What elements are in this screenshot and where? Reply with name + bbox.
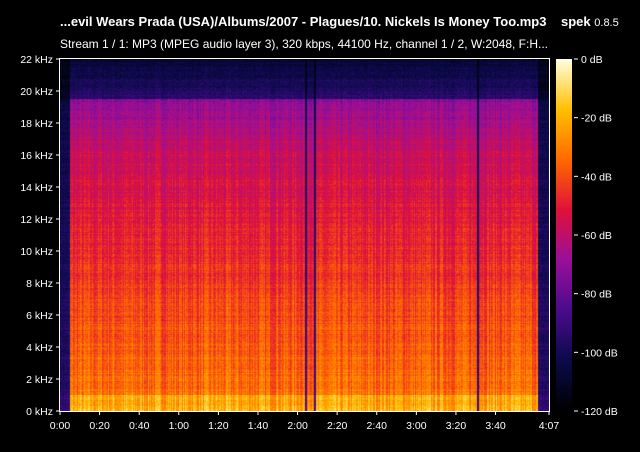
x-tick-label: 1:20 bbox=[208, 420, 229, 432]
x-tick-label: 2:20 bbox=[327, 420, 348, 432]
x-tick-label: 1:40 bbox=[248, 420, 269, 432]
colorbar-tick-label: 0 dB bbox=[581, 54, 603, 66]
plot-frame bbox=[59, 58, 550, 412]
app-name-label: spek bbox=[561, 14, 591, 29]
x-tick-label: 1:00 bbox=[169, 420, 190, 432]
y-tick-label: 12 kHz bbox=[20, 214, 53, 226]
y-tick-label: 16 kHz bbox=[20, 150, 53, 162]
y-tick-label: 22 kHz bbox=[20, 54, 53, 66]
app-version: 0.8.5 bbox=[594, 17, 619, 29]
y-tick-label: 2 kHz bbox=[26, 374, 53, 386]
spectrogram bbox=[60, 59, 549, 411]
y-tick-label: 20 kHz bbox=[20, 86, 53, 98]
x-tick-label: 2:00 bbox=[287, 420, 308, 432]
file-title: ...evil Wears Prada (USA)/Albums/2007 - … bbox=[60, 14, 547, 29]
x-tick-label: 3:20 bbox=[446, 420, 467, 432]
x-tick-label: 3:40 bbox=[485, 420, 506, 432]
x-tick-label: 2:40 bbox=[367, 420, 388, 432]
colorbar-tick-label: -40 dB bbox=[581, 171, 612, 183]
y-tick-label: 18 kHz bbox=[20, 118, 53, 130]
x-tick-label: 0:00 bbox=[50, 420, 71, 432]
colorbar-tick-label: -80 dB bbox=[581, 289, 612, 301]
y-tick-label: 14 kHz bbox=[20, 182, 53, 194]
x-tick-label: 4:07 bbox=[539, 420, 560, 432]
app-name: spek 0.8.5 bbox=[561, 14, 619, 29]
x-tick-label: 3:00 bbox=[406, 420, 427, 432]
colorbar-tick-label: -100 dB bbox=[581, 347, 618, 359]
colorbar-tick-label: -20 dB bbox=[581, 113, 612, 125]
colorbar bbox=[556, 59, 572, 411]
y-tick-label: 0 kHz bbox=[26, 406, 53, 418]
y-tick-label: 6 kHz bbox=[26, 310, 53, 322]
y-tick-label: 10 kHz bbox=[20, 246, 53, 258]
colorbar-tick-label: -60 dB bbox=[581, 230, 612, 242]
x-tick-label: 0:20 bbox=[89, 420, 110, 432]
y-tick-label: 8 kHz bbox=[26, 278, 53, 290]
y-tick-label: 4 kHz bbox=[26, 342, 53, 354]
x-tick-label: 0:40 bbox=[129, 420, 150, 432]
colorbar-tick-label: -120 dB bbox=[581, 406, 618, 418]
stream-info: Stream 1 / 1: MP3 (MPEG audio layer 3), … bbox=[60, 37, 549, 51]
